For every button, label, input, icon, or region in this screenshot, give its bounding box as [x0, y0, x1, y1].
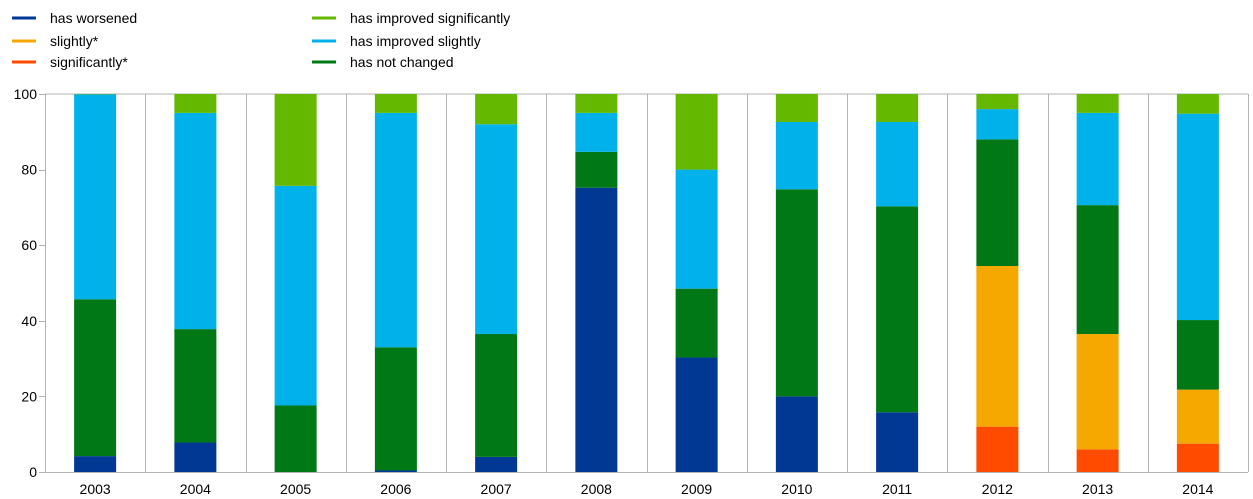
bar-segment-has_improved_significantly-2014	[1176, 94, 1219, 114]
bar-segment-has_not_changed-2009	[675, 288, 718, 358]
grid-lines	[45, 93, 1249, 473]
x-tick-label-2011: 2011	[882, 481, 912, 497]
bar-segment-has_not_changed-2013	[1076, 205, 1119, 335]
bar-segment-has_improved_significantly-2008	[575, 94, 618, 113]
bar-segment-has_not_changed-2010	[775, 189, 818, 397]
legend-label: significantly*	[50, 54, 128, 70]
bar-segment-has_improved_significantly-2012	[976, 94, 1019, 110]
bar-segment-slightly-2014	[1176, 389, 1219, 444]
bar-segment-has_not_changed-2003	[74, 299, 117, 457]
bar-segment-has_improved_significantly-2007	[475, 94, 518, 125]
bar-segment-has_improved_slightly-2008	[575, 112, 618, 152]
legend-label: has not changed	[350, 54, 454, 70]
bar-segment-has_improved_slightly-2006	[374, 112, 417, 348]
bar-segment-has_worsened-2004	[174, 442, 217, 472]
bar-segment-has_worsened-2010	[775, 396, 818, 472]
bar-segment-has_worsened-2008	[575, 187, 618, 472]
bar-segment-has_not_changed-2005	[274, 405, 317, 472]
x-tick-label-2007: 2007	[481, 481, 512, 497]
bar-segment-significantly-2012	[976, 426, 1019, 472]
y-tick-label: 80	[21, 162, 37, 178]
y-tick-label: 100	[14, 86, 38, 102]
x-tick-label-2014: 2014	[1182, 481, 1213, 497]
bar-segment-has_improved_significantly-2006	[374, 94, 417, 113]
axes: 0 20 40 60 80 100 2003 2004 2005 2006 2007 2008 2009…	[14, 86, 1214, 497]
bar-segment-has_not_changed-2006	[374, 347, 417, 471]
bar-segment-significantly-2013	[1076, 449, 1119, 472]
bar-segment-slightly-2012	[976, 265, 1019, 427]
legend-label: has improved significantly	[350, 10, 510, 26]
bar-segment-has_improved_slightly-2013	[1076, 112, 1119, 206]
bar-segment-has_improved_slightly-2009	[675, 169, 718, 289]
bar-segment-has_not_changed-2011	[876, 206, 919, 413]
x-tick-label-2004: 2004	[180, 481, 211, 497]
legend: has worsened slightly* significantly* has i…	[12, 10, 510, 70]
bar-segment-has_not_changed-2004	[174, 329, 217, 443]
bar-segment-has_improved_slightly-2011	[876, 121, 919, 207]
bar-segment-slightly-2013	[1076, 334, 1119, 450]
x-tick-label-2008: 2008	[581, 481, 612, 497]
bar-segment-has_improved_significantly-2010	[775, 94, 818, 122]
bar-segment-has_not_changed-2008	[575, 151, 618, 188]
bar-segment-has_improved_slightly-2003	[74, 94, 117, 300]
bar-segment-has_improved_significantly-2004	[174, 94, 217, 113]
y-tick-label: 0	[29, 464, 37, 480]
x-tick-label-2006: 2006	[380, 481, 411, 497]
bar-segment-has_improved_slightly-2007	[475, 124, 518, 335]
legend-label: slightly*	[50, 33, 99, 49]
y-tick-label: 60	[21, 237, 37, 253]
bar-segment-has_improved_significantly-2013	[1076, 94, 1119, 113]
bar-segment-has_improved_significantly-2009	[675, 94, 718, 170]
bar-segment-has_improved_significantly-2005	[274, 94, 317, 186]
x-tick-label-2005: 2005	[280, 481, 311, 497]
x-tick-label-2013: 2013	[1082, 481, 1113, 497]
legend-label: has worsened	[50, 10, 137, 26]
bar-segment-has_improved_slightly-2004	[174, 112, 217, 330]
x-tick-label-2003: 2003	[80, 481, 111, 497]
bar-segment-has_improved_slightly-2005	[274, 185, 317, 406]
legend-label: has improved slightly	[350, 33, 481, 49]
y-tick-label: 40	[21, 313, 37, 329]
bar-segment-has_improved_slightly-2014	[1176, 113, 1219, 321]
bar-segment-has_improved_slightly-2010	[775, 121, 818, 190]
bar-segment-has_not_changed-2007	[475, 334, 518, 457]
bar-segment-significantly-2014	[1176, 443, 1219, 472]
bar-segment-has_worsened-2003	[74, 456, 117, 472]
bar-segment-has_not_changed-2014	[1176, 320, 1219, 390]
bar-stacks	[74, 94, 1219, 472]
bar-segment-has_improved_slightly-2012	[976, 109, 1019, 140]
bar-segment-has_worsened-2011	[876, 412, 919, 472]
x-tick-label-2010: 2010	[781, 481, 812, 497]
bar-segment-has_not_changed-2012	[976, 139, 1019, 266]
bar-segment-has_worsened-2009	[675, 357, 718, 472]
x-tick-label-2012: 2012	[982, 481, 1013, 497]
bar-segment-has_worsened-2007	[475, 456, 518, 472]
bar-segment-has_worsened-2006	[374, 470, 417, 472]
bar-segment-has_improved_significantly-2011	[876, 94, 919, 122]
y-tick-label: 20	[21, 388, 37, 404]
x-tick-label-2009: 2009	[681, 481, 712, 497]
